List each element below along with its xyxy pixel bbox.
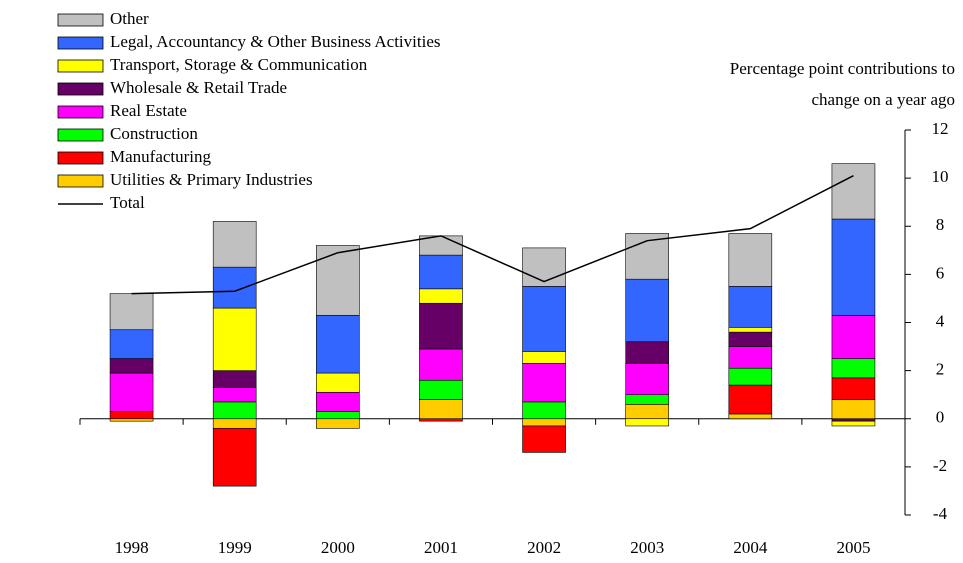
bar-segment (831, 218, 876, 316)
bar-segment (212, 418, 257, 429)
bar-segment (419, 418, 463, 422)
bar-segment (212, 307, 257, 371)
y-tick-label: 12 (932, 119, 949, 138)
bar-segment (728, 331, 773, 347)
bar-segment (212, 370, 257, 388)
bar-segment (316, 314, 360, 374)
bar-segment (212, 221, 257, 268)
bar-segment (831, 163, 876, 220)
legend-label: Utilities & Primary Industries (110, 170, 313, 189)
bar-segment (728, 346, 773, 369)
bar-segment (728, 413, 773, 420)
bar-segment (316, 245, 360, 316)
y-tick-label: 2 (936, 360, 945, 379)
bar-segment (109, 358, 154, 374)
bar-segment (625, 404, 669, 420)
legend-swatch (57, 13, 104, 27)
bar-segment (625, 394, 669, 405)
x-tick-label: 2002 (527, 538, 561, 557)
bar-segment (831, 358, 876, 379)
legend-swatch (57, 151, 104, 165)
bar-segment (419, 302, 463, 350)
bar-segment (831, 314, 876, 359)
bar-segment (316, 418, 360, 429)
legend-swatch (57, 82, 104, 96)
bar-segment (728, 327, 773, 333)
bar-segment (419, 379, 463, 400)
bar-segment (728, 233, 773, 287)
legend-swatch (57, 174, 104, 188)
bar-segment (419, 399, 463, 420)
bar-segment (212, 387, 257, 403)
x-tick-label: 2003 (630, 538, 664, 557)
bar-segment (522, 418, 566, 427)
bar-segment (522, 351, 566, 364)
legend-swatch (57, 105, 104, 119)
bar-segment (316, 411, 360, 420)
bar-segment (212, 401, 257, 420)
y-tick-label: -2 (933, 456, 947, 475)
bar-segment (109, 418, 154, 422)
bar-segment (831, 399, 876, 420)
bar-segment (625, 363, 669, 395)
bar-segment (831, 418, 876, 422)
bar-segment (419, 254, 463, 290)
bar-segment (625, 418, 669, 427)
x-tick-label: 1998 (115, 538, 149, 557)
bar-segment (212, 266, 257, 309)
legend-label: Construction (110, 124, 198, 143)
y-tick-label: 6 (936, 263, 945, 282)
y-tick-label: -4 (933, 504, 948, 523)
axis-label: Percentage point contributions to (730, 59, 955, 78)
x-tick-label: 2005 (836, 538, 870, 557)
legend-label: Total (110, 193, 145, 212)
bar-segment (109, 293, 154, 331)
bar-segment (625, 341, 669, 364)
bar-segment (109, 329, 154, 359)
bar-segment (109, 372, 154, 412)
bar-segment (625, 278, 669, 343)
legend-label: Legal, Accountancy & Other Business Acti… (110, 32, 441, 51)
bar-segment (522, 425, 566, 453)
y-tick-label: 10 (932, 167, 949, 186)
legend-label: Manufacturing (110, 147, 212, 166)
bar-segment (419, 348, 463, 381)
bar-segment (522, 363, 566, 403)
bar-segment (212, 428, 257, 487)
bar-segment (522, 247, 566, 287)
legend-swatch (57, 128, 104, 142)
x-tick-label: 2001 (424, 538, 458, 557)
x-tick-label: 2004 (733, 538, 768, 557)
y-tick-label: 4 (936, 311, 945, 330)
bar-segment (522, 286, 566, 352)
bar-segment (728, 384, 773, 415)
bar-segment (728, 286, 773, 328)
legend-swatch (57, 36, 104, 50)
bar-segment (316, 372, 360, 393)
bar-segment (522, 401, 566, 420)
bar-segment (419, 288, 463, 304)
total-line (131, 175, 854, 295)
y-tick-label: 0 (936, 408, 945, 427)
legend-label: Other (110, 9, 149, 28)
bar-segment (728, 367, 773, 386)
bar-segment (831, 377, 876, 400)
x-tick-label: 2000 (321, 538, 355, 557)
legend-swatch (57, 59, 104, 73)
bar-segment (109, 411, 154, 420)
axis-label: change on a year ago (812, 90, 955, 109)
legend-label: Wholesale & Retail Trade (110, 78, 287, 97)
x-tick-label: 1999 (218, 538, 252, 557)
y-tick-label: 8 (936, 215, 945, 234)
legend-label: Transport, Storage & Communication (110, 55, 368, 74)
legend-label: Real Estate (110, 101, 187, 120)
bar-segment (831, 420, 876, 427)
bar-segment (316, 391, 360, 412)
